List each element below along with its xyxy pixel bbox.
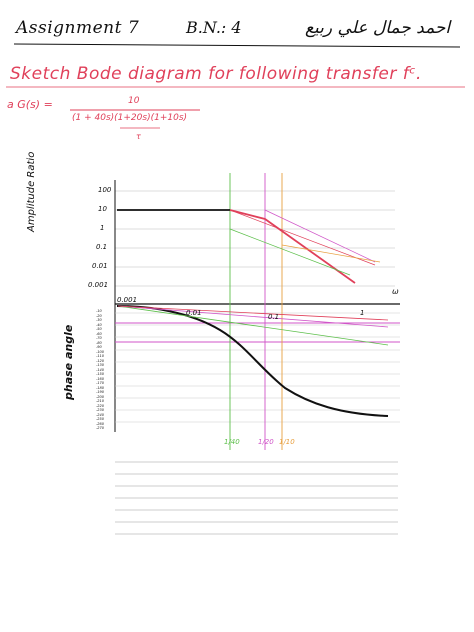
phase-grid — [115, 312, 400, 423]
phase-axis-title: phase angle — [62, 324, 75, 400]
magnitude-slope-3 — [229, 228, 351, 276]
tau-annotation: τ — [136, 132, 141, 141]
phase-tick-label: -20 — [96, 313, 102, 318]
phase-tick-label: -30 — [96, 318, 102, 322]
x-tick-0-01: 0.01 — [186, 309, 202, 317]
x-unit-label: ω — [392, 287, 399, 296]
phase-total-curve — [116, 305, 389, 417]
phase-tick-label: -100 — [96, 349, 104, 354]
bn-label: B.N.: 4 — [186, 18, 242, 37]
phase-component-1 — [117, 305, 389, 346]
transfer-function-numerator: 10 — [128, 96, 140, 106]
magnitude-slope-4 — [281, 244, 381, 263]
x-tick-0-1: 0.1 — [268, 313, 280, 321]
task-heading: Sketch Bode diagram for following transf… — [10, 64, 422, 84]
phase-tick-label: -180 — [96, 385, 104, 390]
phase-tick-label: -150 — [96, 372, 104, 376]
phase-tick-label: -130 — [96, 363, 104, 367]
magnitude-slope-1 — [229, 209, 376, 266]
phase-tick-label: -160 — [96, 376, 104, 381]
phase-tick-label: -140 — [96, 367, 104, 372]
phase-tick-label: -60 — [96, 331, 102, 336]
phase-tick-label: -250 — [96, 417, 104, 421]
phase-component-3 — [117, 305, 389, 321]
phase-tick-label: -230 — [96, 408, 104, 412]
phase-tick-label: -70 — [96, 336, 102, 340]
page-title: Assignment 7 — [16, 18, 140, 38]
phase-tick-label: -220 — [96, 403, 104, 408]
magnitude-slope-2 — [264, 209, 376, 263]
mag-tick-0-001: 0.001 — [88, 281, 109, 289]
x-tick-0-001: 0.001 — [117, 296, 138, 304]
phase-tick-label: -80 — [96, 340, 102, 345]
phase-tick-label: -90 — [96, 345, 102, 349]
corner-label-1-20: 1/20 — [258, 438, 274, 446]
mag-tick-100: 100 — [98, 186, 112, 194]
mag-tick-0-01: 0.01 — [92, 262, 108, 270]
transfer-function-denominator: (1 + 40s)(1+20s)(1+10s) — [72, 113, 188, 123]
phase-tick-label: -200 — [96, 394, 104, 399]
mag-tick-0-1: 0.1 — [96, 243, 108, 251]
mag-tick-10: 10 — [98, 205, 107, 213]
phase-tick-label: -190 — [96, 390, 104, 394]
phase-tick-label: -40 — [96, 322, 102, 327]
phase-tick-label: -170 — [96, 381, 104, 385]
title-underline — [13, 43, 461, 48]
phase-tick-label: -10 — [96, 309, 102, 313]
magnitude-axis-title: Amplitude Ratio — [26, 151, 37, 232]
phase-tick-label: -110 — [96, 354, 104, 358]
corner-label-1-40: 1/40 — [224, 438, 240, 446]
corner-label-1-10: 1/10 — [279, 438, 295, 446]
student-name: احمد جمال علي ربيع — [305, 18, 451, 38]
phase-component-2 — [117, 305, 389, 328]
mag-tick-1: 1 — [100, 224, 105, 232]
phase-tick-label: -50 — [96, 327, 102, 331]
phase-tick-label: -240 — [96, 412, 104, 417]
phase-tick-label: -120 — [96, 358, 104, 363]
x-tick-1: 1 — [360, 309, 365, 317]
magnitude-composite-asymptote — [229, 209, 356, 284]
ruled-lines — [115, 461, 398, 535]
phase-tick-label: -270 — [96, 426, 104, 430]
transfer-function-lhs: a G(s) = — [7, 98, 53, 111]
phase-tick-label: -210 — [96, 399, 104, 403]
phase-tick-label: -260 — [96, 421, 104, 426]
